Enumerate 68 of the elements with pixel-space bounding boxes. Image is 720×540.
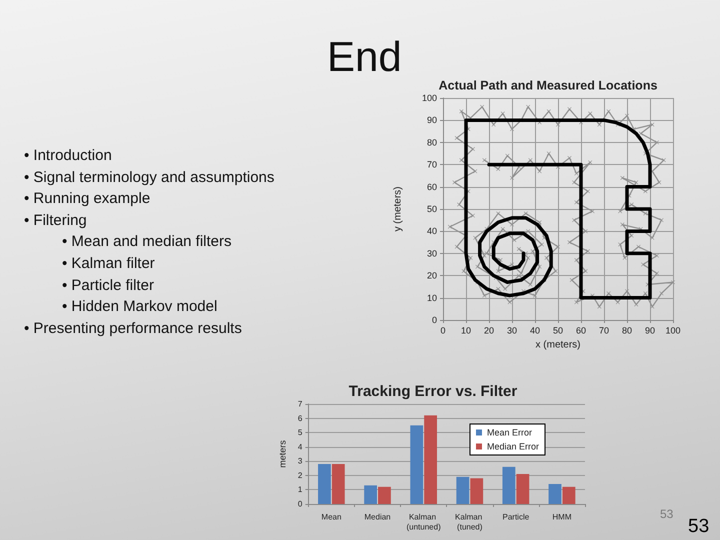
x-tick-label: 70 bbox=[598, 326, 610, 336]
y-tick-label: 50 bbox=[426, 204, 437, 214]
y-tick-label: 4 bbox=[298, 442, 303, 452]
x-tick-label: Kalman (untuned) bbox=[406, 512, 442, 532]
y-tick-label: 100 bbox=[422, 93, 437, 103]
x-tick-label: Particle bbox=[502, 512, 530, 522]
y-tick-label: 5 bbox=[298, 428, 303, 438]
y-tick-label: 6 bbox=[298, 414, 303, 423]
legend-label: Median Error bbox=[486, 442, 540, 452]
y-tick-label: 1 bbox=[298, 485, 303, 494]
x-tick-label: 0 bbox=[440, 326, 446, 336]
bar bbox=[516, 474, 530, 504]
chart-title: Tracking Error vs. Filter bbox=[348, 383, 518, 400]
x-tick-label: 20 bbox=[484, 326, 494, 336]
y-tick-label: 80 bbox=[426, 137, 437, 148]
bar bbox=[410, 425, 424, 504]
y-tick-label: 70 bbox=[426, 160, 437, 170]
text: • Running example bbox=[24, 190, 150, 208]
text: • Presenting performance results bbox=[24, 320, 242, 338]
text: • Hidden Markov model bbox=[62, 298, 218, 316]
bar bbox=[502, 466, 516, 504]
y-tick-label: 0 bbox=[432, 315, 437, 325]
x-tick-label: HMM bbox=[552, 512, 572, 522]
x-tick-label: Kalman (tuned) bbox=[455, 512, 484, 532]
text: • Signal terminology and assumptions bbox=[24, 168, 274, 186]
y-tick-label: 3 bbox=[298, 456, 303, 466]
chart-title: Actual Path and Measured Locations bbox=[438, 78, 658, 92]
x-tick-label: Mean bbox=[321, 512, 342, 522]
bar bbox=[470, 478, 484, 504]
text: 53 bbox=[688, 516, 710, 538]
x-tick-label: 40 bbox=[530, 326, 540, 336]
text: • Filtering bbox=[24, 212, 87, 230]
x-tick-label: 50 bbox=[552, 326, 564, 336]
text: • Introduction bbox=[24, 147, 112, 164]
text: 53 bbox=[660, 507, 674, 522]
y-axis-title: meters bbox=[278, 440, 288, 468]
bar bbox=[548, 484, 562, 504]
x-tick-label: 80 bbox=[622, 326, 632, 336]
text: End bbox=[327, 33, 402, 80]
x-tick-label: Median bbox=[364, 512, 391, 522]
bar bbox=[364, 485, 377, 504]
y-tick-label: 40 bbox=[426, 226, 437, 236]
bar bbox=[424, 415, 437, 504]
bar bbox=[332, 464, 345, 504]
y-tick-label: 10 bbox=[426, 292, 437, 303]
text: • Mean and median filters bbox=[62, 233, 232, 251]
y-tick-label: 60 bbox=[426, 182, 437, 192]
y-tick-label: 30 bbox=[426, 248, 437, 258]
bar bbox=[456, 476, 470, 504]
y-tick-label: 20 bbox=[426, 270, 437, 281]
x-tick-label: 60 bbox=[576, 326, 586, 336]
y-tick-label: 7 bbox=[298, 400, 303, 408]
y-tick-label: 2 bbox=[298, 470, 303, 480]
x-tick-label: 100 bbox=[665, 326, 681, 336]
legend-label: Mean Error bbox=[486, 428, 532, 438]
y-tick-label: 90 bbox=[426, 115, 437, 126]
bar bbox=[562, 486, 576, 504]
y-tick-label: 0 bbox=[298, 500, 303, 508]
text: • Kalman filter bbox=[62, 255, 155, 272]
y-axis-title: y (meters) bbox=[392, 186, 404, 232]
x-tick-label: 10 bbox=[460, 326, 472, 336]
x-tick-label: 90 bbox=[644, 326, 656, 336]
bar bbox=[378, 486, 391, 504]
bar bbox=[318, 464, 331, 504]
line-series bbox=[464, 118, 652, 300]
text: • Particle filter bbox=[62, 276, 154, 294]
x-axis-title: x (meters) bbox=[536, 339, 580, 350]
x-tick-label: 30 bbox=[506, 326, 518, 336]
